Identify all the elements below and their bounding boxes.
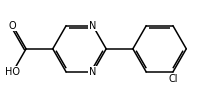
Text: O: O	[9, 21, 17, 31]
Text: N: N	[89, 67, 97, 77]
Text: N: N	[89, 21, 97, 31]
Text: Cl: Cl	[168, 74, 178, 84]
Text: HO: HO	[5, 67, 20, 77]
